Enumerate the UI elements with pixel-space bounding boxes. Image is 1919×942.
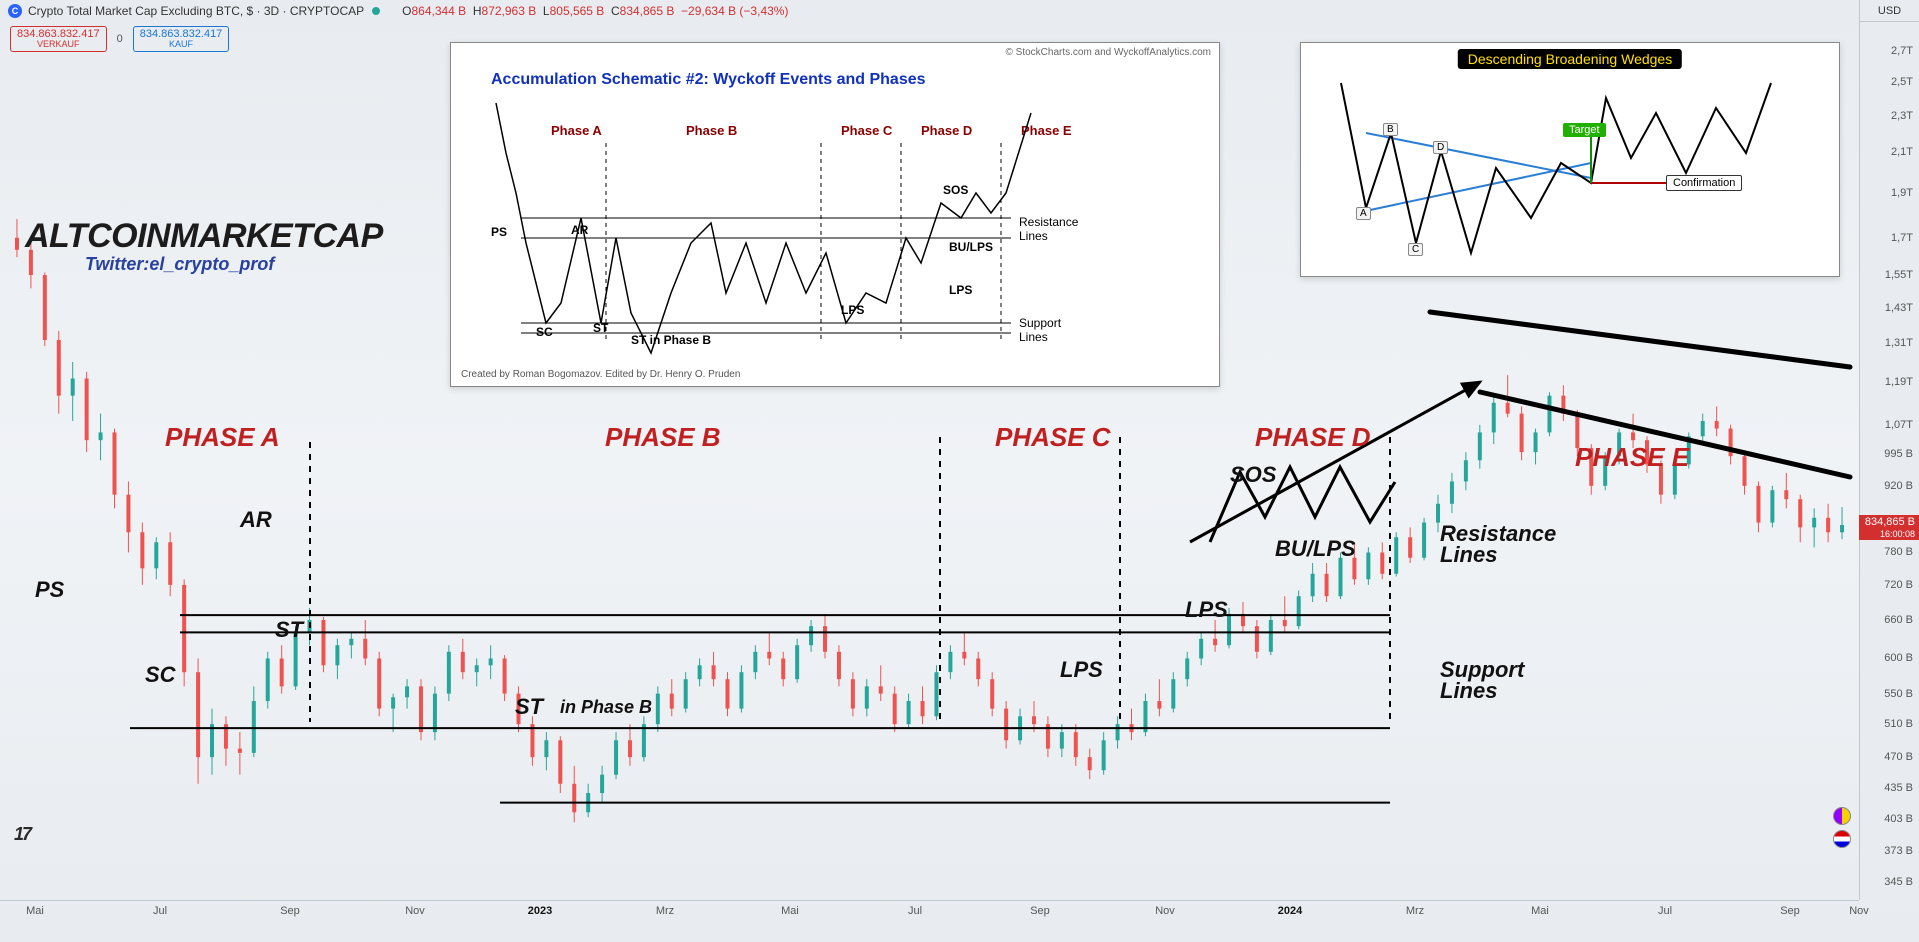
time-axis[interactable]: Mai Jul Sep Nov 2023 Mrz Mai Jul Sep Nov 2024 Mrz Ma… xyxy=(0,900,1859,942)
y-tick: 510 B xyxy=(1884,718,1913,730)
platform-logo-icon: C xyxy=(8,4,22,18)
chart-annotation: ST xyxy=(515,694,543,720)
lab-stb: ST in Phase B xyxy=(631,333,711,347)
chart-annotation: SOS xyxy=(1230,462,1276,488)
x-tick: Jul xyxy=(1658,905,1672,917)
tradingview-logo-icon: 17 xyxy=(14,824,30,845)
phase-label: PHASE A xyxy=(165,422,280,453)
chart-annotation: SC xyxy=(145,662,176,688)
y-tick: 403 B xyxy=(1884,813,1913,825)
chart-annotation: LPS xyxy=(1185,597,1228,623)
x-tick: Jul xyxy=(153,905,167,917)
x-tick: Jul xyxy=(908,905,922,917)
last-price-label: 834,865 B16:00:08 xyxy=(1859,515,1919,540)
lab-bulps: BU/LPS xyxy=(949,240,993,254)
chart-annotation: Resistance Lines xyxy=(1440,524,1556,566)
status-dot-icon xyxy=(372,7,380,15)
phase-label: PHASE D xyxy=(1255,422,1371,453)
chart-annotation: LPS xyxy=(1060,657,1103,683)
y-tick: 2,1T xyxy=(1891,146,1913,158)
y-tick: 1,31T xyxy=(1885,337,1913,349)
y-tick: 550 B xyxy=(1884,688,1913,700)
x-tick: Sep xyxy=(1030,905,1050,917)
lab-sos: SOS xyxy=(943,183,968,197)
lab-ps: PS xyxy=(491,225,507,239)
wedge-node-a: A xyxy=(1356,207,1371,220)
lab-sup: Support Lines xyxy=(1019,316,1061,344)
lab-sc: SC xyxy=(536,325,553,339)
x-tick: Mai xyxy=(26,905,44,917)
currency-selector[interactable]: USD xyxy=(1859,0,1919,22)
wedge-confirmation-label: Confirmation xyxy=(1666,175,1742,191)
chart-annotation: AR xyxy=(240,507,272,533)
lab-ar: AR xyxy=(571,223,588,237)
y-tick: 470 B xyxy=(1884,751,1913,763)
y-tick: 1,43T xyxy=(1885,302,1913,314)
y-tick: 660 B xyxy=(1884,614,1913,626)
x-tick: 2023 xyxy=(528,905,552,917)
watermark-subtitle: Twitter:el_crypto_prof xyxy=(85,254,274,275)
x-tick: Nov xyxy=(1155,905,1175,917)
y-tick: 1,7T xyxy=(1891,232,1913,244)
wedge-node-d: D xyxy=(1433,141,1448,154)
y-tick: 435 B xyxy=(1884,782,1913,794)
lab-lps2: LPS xyxy=(949,283,972,297)
wyckoff-svg xyxy=(451,43,1221,388)
y-tick: 600 B xyxy=(1884,652,1913,664)
x-tick: Sep xyxy=(1780,905,1800,917)
chart-annotation: BU/LPS xyxy=(1275,536,1356,562)
y-tick: 2,5T xyxy=(1891,76,1913,88)
wedge-node-c: C xyxy=(1408,243,1423,256)
y-tick: 2,3T xyxy=(1891,110,1913,122)
phase-label: PHASE B xyxy=(605,422,721,453)
wedge-svg xyxy=(1301,43,1841,278)
phase-label: PHASE C xyxy=(995,422,1111,453)
x-tick: Mrz xyxy=(656,905,674,917)
y-tick: 920 B xyxy=(1884,480,1913,492)
x-tick: Nov xyxy=(405,905,425,917)
wedge-node-b: B xyxy=(1383,123,1398,136)
chart-annotation: Support Lines xyxy=(1440,660,1524,702)
chart-annotation: PS xyxy=(35,577,64,603)
y-tick: 345 B xyxy=(1884,876,1913,888)
y-tick: 2,7T xyxy=(1891,45,1913,57)
x-tick: Nov xyxy=(1849,905,1869,917)
x-tick: Mai xyxy=(1531,905,1549,917)
wedge-pattern-inset: Descending Broadening Wedges Target Conf… xyxy=(1300,42,1840,277)
y-tick: 995 B xyxy=(1884,448,1913,460)
y-tick: 1,07T xyxy=(1885,419,1913,431)
watermark-title: ALTCOINMARKETCAP xyxy=(25,217,383,256)
wyckoff-schematic-inset: © StockCharts.com and WyckoffAnalytics.c… xyxy=(450,42,1220,387)
lab-res: Resistance Lines xyxy=(1019,215,1078,243)
chart-annotation: ST xyxy=(275,617,303,643)
indicator-icon-2[interactable] xyxy=(1833,830,1851,848)
price-axis[interactable]: 2,7T 2,5T 2,3T 2,1T 1,9T 1,7T 1,55T 1,43T 1,31T 1… xyxy=(1859,22,1919,900)
x-tick: Sep xyxy=(280,905,300,917)
x-tick: 2024 xyxy=(1278,905,1302,917)
wedge-target-label: Target xyxy=(1563,123,1606,137)
chart-annotation: in Phase B xyxy=(560,697,652,718)
symbol-title[interactable]: Crypto Total Market Cap Excluding BTC, $… xyxy=(28,4,364,18)
lab-st: ST xyxy=(593,321,608,335)
x-tick: Mai xyxy=(781,905,799,917)
y-tick: 1,55T xyxy=(1885,269,1913,281)
phase-label: PHASE E xyxy=(1575,442,1689,473)
y-tick: 720 B xyxy=(1884,579,1913,591)
y-tick: 1,9T xyxy=(1891,187,1913,199)
y-tick: 373 B xyxy=(1884,845,1913,857)
lab-lps1: LPS xyxy=(841,303,864,317)
x-tick: Mrz xyxy=(1406,905,1424,917)
inset-footer: Created by Roman Bogomazov. Edited by Dr… xyxy=(461,369,740,380)
ohlc-readout: O864,344 B H872,963 B L805,565 B C834,86… xyxy=(402,4,788,18)
chart-header: C Crypto Total Market Cap Excluding BTC,… xyxy=(0,0,1919,22)
indicator-icon-1[interactable] xyxy=(1833,807,1851,825)
y-tick: 1,19T xyxy=(1885,376,1913,388)
y-tick: 780 B xyxy=(1884,546,1913,558)
